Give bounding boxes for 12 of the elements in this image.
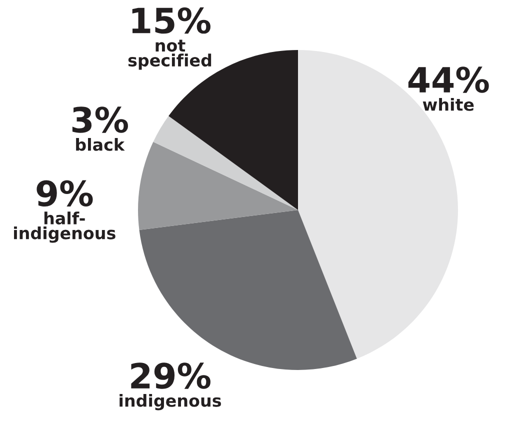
data-label: 29%	[131, 362, 210, 389]
slice-label: not specified	[128, 40, 212, 70]
data-label: 9%	[36, 180, 93, 206]
slice-label: half- indigenous	[14, 212, 116, 243]
slice-label: black	[76, 138, 125, 151]
slice-label: indigenous	[120, 394, 221, 410]
data-label: 44%	[408, 66, 489, 93]
data-label: 3%	[72, 106, 128, 133]
pie-slice	[138, 142, 298, 230]
slice-label: white	[422, 98, 474, 111]
data-label: 15%	[132, 7, 210, 34]
pie-slice	[153, 116, 298, 210]
